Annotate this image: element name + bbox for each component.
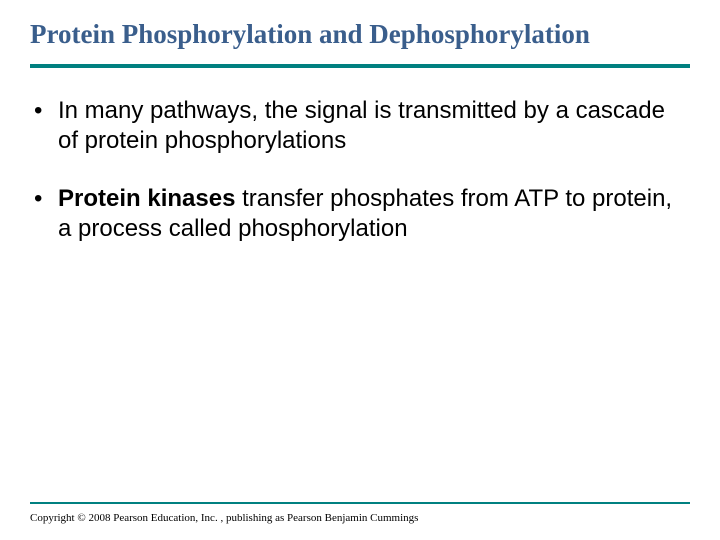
slide-title: Protein Phosphorylation and Dephosphoryl…: [30, 18, 690, 50]
bullet-text-prefix: In many pathways, the signal is transmit…: [58, 97, 665, 154]
bullet-text-bold: Protein kinases: [58, 185, 235, 212]
bullet-item: In many pathways, the signal is transmit…: [34, 96, 690, 156]
slide-container: Protein Phosphorylation and Dephosphoryl…: [0, 0, 720, 540]
copyright-text: Copyright © 2008 Pearson Education, Inc.…: [30, 512, 418, 524]
title-underline-rule: [30, 64, 690, 68]
bullet-item: Protein kinases transfer phosphates from…: [34, 184, 690, 244]
footer-rule: [30, 502, 690, 504]
bullet-list: In many pathways, the signal is transmit…: [30, 96, 690, 244]
